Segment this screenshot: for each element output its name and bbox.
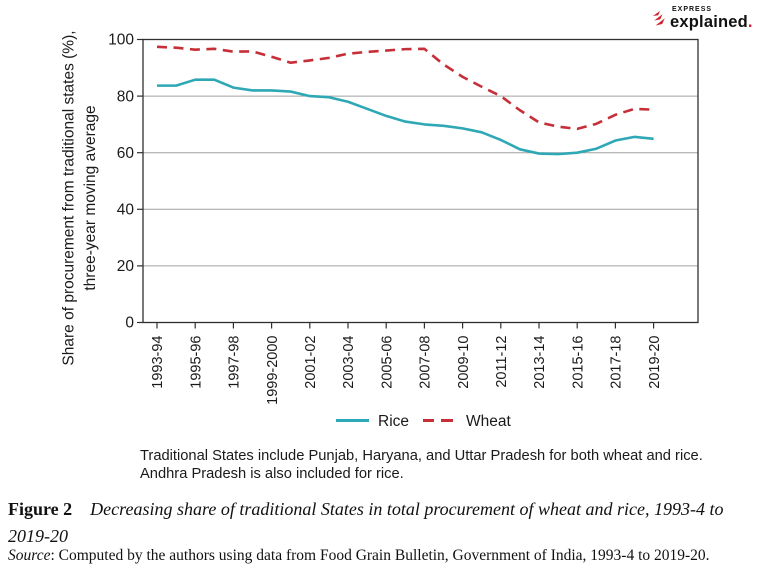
source-line: Source: Computed by the authors using da… (8, 547, 759, 565)
figure-number: Figure 2 (8, 499, 73, 519)
figure-caption-text: Decreasing share of traditional States i… (8, 499, 724, 546)
rice-line (157, 78, 654, 156)
y-tick-label: 0 (125, 315, 134, 332)
x-tick-label: 2007-08 (418, 336, 434, 389)
y-tick-label: 100 (108, 32, 134, 49)
x-tick-label: 2001-02 (303, 336, 319, 389)
legend-rice-label: Rice (378, 413, 409, 430)
figure-caption: Figure 2 Decreasing share of traditional… (8, 496, 759, 550)
x-tick-label: 2019-20 (647, 336, 663, 389)
express-explained-logo: EXPRESS explained. (652, 6, 753, 31)
x-tick-label: 1997-98 (227, 336, 243, 389)
x-tick-label: 2009-10 (456, 336, 472, 389)
y-tick-label: 40 (117, 202, 135, 219)
x-tick-label: 2003-04 (341, 336, 357, 389)
logo-express-text: EXPRESS (672, 6, 713, 13)
x-tick-label: 2017-18 (609, 336, 625, 389)
x-tick-label: 1999-2000 (265, 336, 281, 405)
express-logo-icon (653, 11, 665, 26)
x-tick-label: 1995-96 (188, 336, 204, 389)
source-label: Source (8, 547, 51, 564)
x-tick-label: 2011-12 (494, 336, 510, 388)
logo-explained-text: explained. (670, 13, 753, 31)
x-tick-label: 2005-06 (379, 336, 395, 389)
y-tick-label: 80 (117, 88, 135, 105)
chart-note-line1: Traditional States include Punjab, Harya… (140, 448, 703, 464)
y-axis-label-line1: Share of procurement from traditional st… (61, 30, 78, 365)
x-tick-label: 2015-16 (570, 336, 586, 389)
procurement-share-line-chart: 0 20 40 60 80 100 1993-94 1995-96 1997-98 1999-20… (61, 30, 699, 430)
chart-note: Traditional States include Punjab, Harya… (140, 448, 703, 483)
source-text: : Computed by the authors using data fro… (50, 547, 710, 564)
legend-wheat-label: Wheat (466, 413, 511, 430)
logo-red-dot: . (747, 13, 753, 31)
y-axis-label-line2: three-year moving average (82, 105, 99, 290)
chart-note-line2: Andhra Pradesh is also included for rice… (140, 465, 404, 482)
plot-border (142, 38, 699, 324)
y-tick-label: 20 (117, 258, 135, 275)
y-tick-label: 60 (117, 145, 135, 162)
wheat-line (156, 45, 654, 131)
x-tick-label: 2013-14 (532, 336, 548, 389)
x-tick-label: 1993-94 (150, 336, 166, 389)
